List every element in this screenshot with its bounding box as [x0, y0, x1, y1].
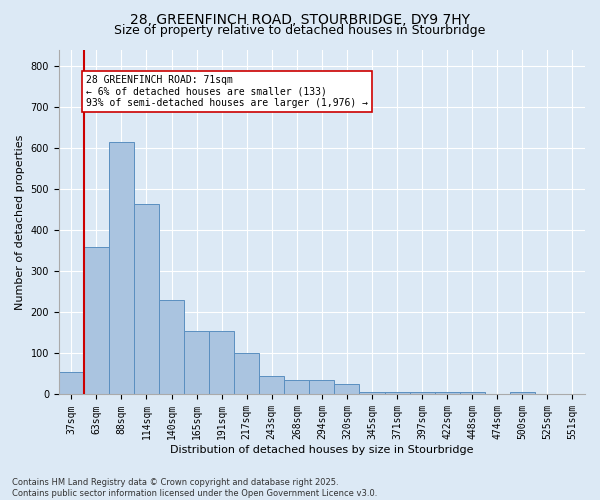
Bar [234, 354, 259, 395]
Y-axis label: Number of detached properties: Number of detached properties [15, 134, 25, 310]
Text: 28, GREENFINCH ROAD, STOURBRIDGE, DY9 7HY: 28, GREENFINCH ROAD, STOURBRIDGE, DY9 7H… [130, 12, 470, 26]
Bar [460, 392, 485, 394]
Text: Size of property relative to detached houses in Stourbridge: Size of property relative to detached ho… [115, 24, 485, 37]
Bar [209, 331, 234, 394]
Bar [109, 142, 134, 394]
Bar [84, 247, 109, 394]
Bar [359, 392, 385, 394]
Bar [184, 331, 209, 394]
Bar [59, 372, 84, 394]
Bar [159, 300, 184, 394]
X-axis label: Distribution of detached houses by size in Stourbridge: Distribution of detached houses by size … [170, 445, 473, 455]
Text: 28 GREENFINCH ROAD: 71sqm
← 6% of detached houses are smaller (133)
93% of semi-: 28 GREENFINCH ROAD: 71sqm ← 6% of detach… [86, 74, 368, 108]
Bar [259, 376, 284, 394]
Bar [385, 392, 410, 394]
Bar [310, 380, 334, 394]
Bar [434, 392, 460, 394]
Bar [134, 204, 159, 394]
Bar [510, 392, 535, 394]
Bar [284, 380, 310, 394]
Bar [334, 384, 359, 394]
Bar [410, 392, 434, 394]
Text: Contains HM Land Registry data © Crown copyright and database right 2025.
Contai: Contains HM Land Registry data © Crown c… [12, 478, 377, 498]
